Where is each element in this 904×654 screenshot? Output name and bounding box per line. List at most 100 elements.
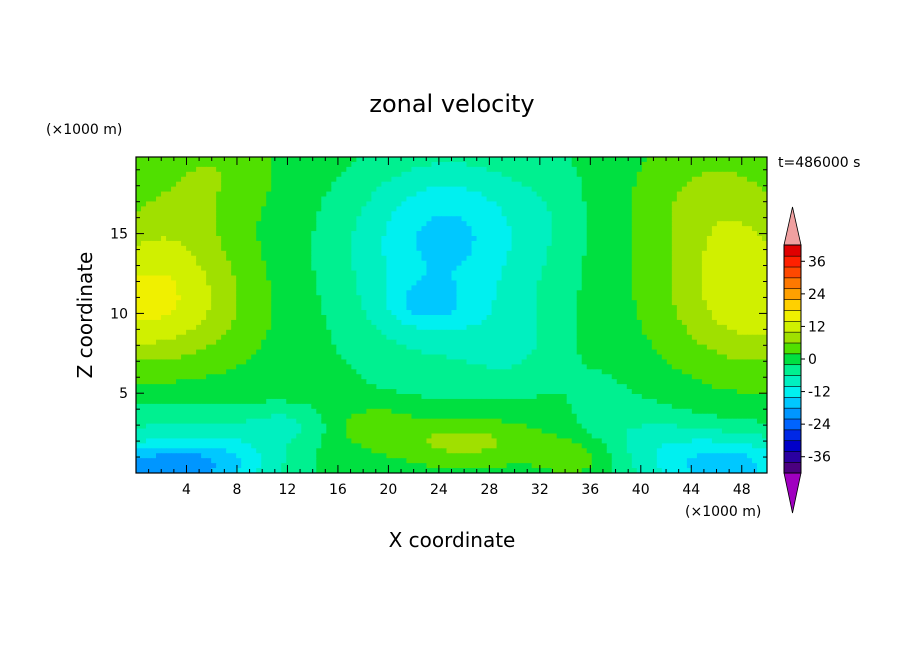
- field-cell: [471, 339, 478, 346]
- field-cell: [301, 349, 307, 356]
- field-cell: [366, 171, 372, 178]
- field-cell: [566, 226, 573, 232]
- field-cell: [461, 339, 468, 346]
- field-cell: [466, 344, 473, 351]
- field-cell: [506, 236, 513, 242]
- field-cell: [581, 290, 588, 296]
- field-cell: [381, 186, 387, 193]
- field-cell: [321, 265, 327, 272]
- field-cell: [171, 265, 177, 272]
- field-cell: [581, 315, 588, 321]
- field-cell: [396, 334, 403, 341]
- field-cell: [746, 171, 753, 178]
- field-cell: [136, 206, 142, 212]
- field-cell: [721, 339, 728, 346]
- field-cell: [651, 221, 658, 227]
- field-cell: [176, 329, 182, 336]
- field-cell: [596, 334, 603, 341]
- field-cell: [531, 231, 538, 237]
- field-cell: [426, 201, 433, 207]
- field-cell: [256, 191, 262, 198]
- field-cell: [676, 324, 683, 331]
- field-cell: [176, 221, 182, 227]
- field-cell: [546, 290, 553, 296]
- field-cell: [581, 191, 588, 198]
- field-cell: [466, 240, 473, 247]
- field-cell: [266, 216, 272, 222]
- field-cell: [156, 339, 162, 346]
- field-cell: [666, 334, 673, 341]
- field-cell: [651, 285, 658, 291]
- field-cell: [326, 255, 332, 262]
- field-cell: [256, 334, 262, 341]
- field-cell: [256, 157, 262, 163]
- field-cell: [521, 280, 528, 286]
- field-cell: [316, 157, 322, 163]
- field-cell: [366, 240, 372, 247]
- field-cell: [641, 201, 648, 207]
- field-cell: [151, 240, 157, 247]
- field-cell: [536, 280, 543, 286]
- field-cell: [256, 285, 262, 291]
- field-cell: [541, 221, 548, 227]
- field-cell: [586, 186, 593, 193]
- field-cell: [321, 157, 327, 163]
- field-cell: [296, 231, 302, 237]
- field-cell: [431, 305, 438, 311]
- field-cell: [606, 166, 613, 173]
- field-cell: [336, 324, 342, 331]
- field-cell: [466, 319, 473, 326]
- field-cell: [206, 324, 212, 331]
- field-cell: [756, 315, 763, 321]
- field-cell: [581, 339, 588, 346]
- field-cell: [581, 270, 588, 277]
- field-cell: [421, 196, 428, 203]
- field-cell: [661, 295, 668, 301]
- field-cell: [361, 329, 367, 336]
- field-cell: [286, 329, 292, 336]
- field-cell: [326, 181, 332, 188]
- field-cell: [391, 176, 398, 183]
- field-cell: [616, 265, 623, 272]
- field-cell: [161, 255, 167, 262]
- field-cell: [586, 280, 593, 286]
- field-cell: [156, 290, 162, 296]
- field-cell: [366, 270, 372, 277]
- field-cell: [736, 196, 743, 203]
- field-cell: [561, 231, 568, 237]
- field-cell: [481, 344, 488, 351]
- field-cell: [146, 319, 152, 326]
- field-cell: [231, 211, 237, 217]
- field-cell: [186, 260, 192, 267]
- field-cell: [196, 206, 202, 212]
- field-cell: [246, 290, 252, 296]
- field-cell: [161, 250, 167, 257]
- field-cell: [726, 315, 733, 321]
- field-cell: [661, 181, 668, 188]
- field-cell: [571, 186, 578, 193]
- field-cell: [261, 315, 267, 321]
- field-cell: [761, 226, 767, 232]
- field-cell: [221, 339, 227, 346]
- field-cell: [271, 310, 277, 316]
- field-cell: [666, 265, 673, 272]
- field-cell: [301, 191, 307, 198]
- field-cell: [561, 216, 568, 222]
- field-cell: [141, 226, 147, 232]
- field-cell: [286, 270, 292, 277]
- field-cell: [316, 285, 322, 291]
- field-cell: [176, 305, 182, 311]
- field-cell: [631, 260, 638, 267]
- field-cell: [546, 231, 553, 237]
- field-cell: [401, 295, 408, 301]
- field-cell: [486, 319, 493, 326]
- field-cell: [176, 319, 182, 326]
- field-cell: [186, 250, 192, 257]
- field-cell: [216, 270, 222, 277]
- field-cell: [481, 265, 488, 272]
- field-cell: [271, 270, 277, 277]
- field-cell: [451, 206, 458, 212]
- field-cell: [286, 349, 292, 356]
- field-cell: [256, 201, 262, 207]
- field-cell: [221, 300, 227, 306]
